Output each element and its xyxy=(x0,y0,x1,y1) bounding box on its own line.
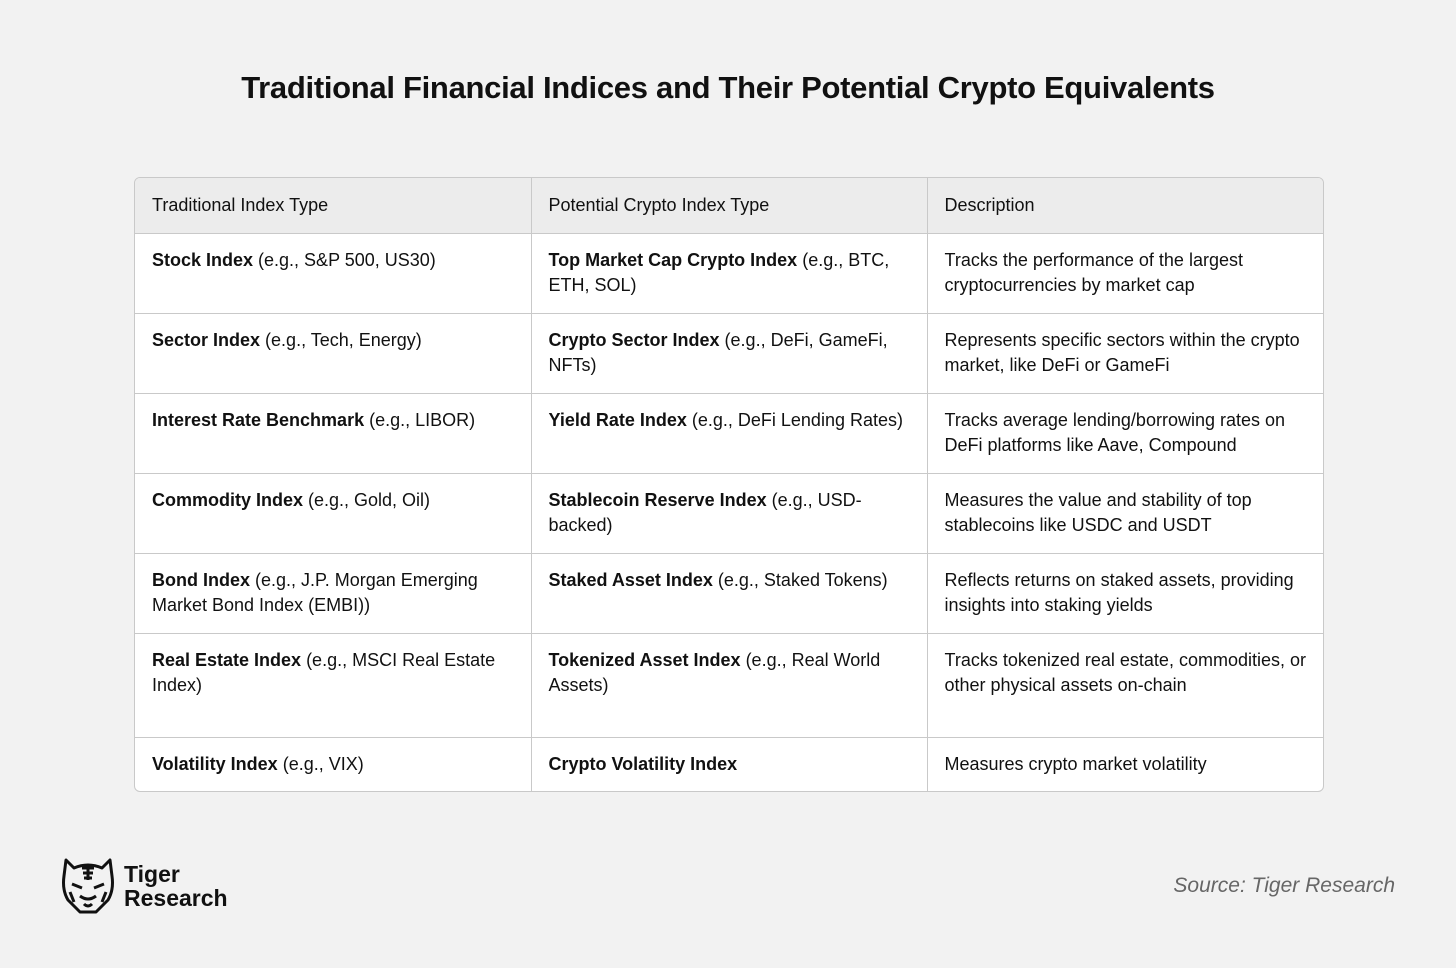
description-cell: Measures crypto market volatility xyxy=(927,738,1323,792)
index-example: (e.g., LIBOR) xyxy=(364,410,476,430)
description-text: Measures the value and stability of top … xyxy=(944,490,1257,535)
index-name: Stock Index xyxy=(152,250,254,270)
page-title: Traditional Financial Indices and Their … xyxy=(241,70,1215,105)
crypto-index-cell: Yield Rate Index (e.g., DeFi Lending Rat… xyxy=(531,393,928,474)
index-name: Top Market Cap Crypto Index xyxy=(548,250,798,270)
crypto-index-cell: Crypto Sector Index (e.g., DeFi, GameFi,… xyxy=(531,313,928,394)
index-name: Crypto Sector Index xyxy=(548,330,720,350)
index-example: (e.g., Staked Tokens) xyxy=(712,570,888,590)
logo-text-line2: Research xyxy=(124,885,228,911)
description-text: Tracks average lending/borrowing rates o… xyxy=(944,410,1291,455)
index-name: Volatility Index xyxy=(152,754,278,774)
traditional-index-cell: Real Estate Index (e.g., MSCI Real Estat… xyxy=(135,633,532,738)
description-text: Represents specific sectors within the c… xyxy=(944,330,1305,375)
traditional-index-cell: Bond Index (e.g., J.P. Morgan Emerging M… xyxy=(135,553,532,634)
description-cell: Represents specific sectors within the c… xyxy=(927,313,1323,394)
header-description: Description xyxy=(927,178,1323,234)
traditional-index-cell: Stock Index (e.g., S&P 500, US30) xyxy=(135,233,532,314)
index-example: (e.g., Real World Assets) xyxy=(548,650,885,695)
table-header-row: Traditional Index Type Potential Crypto … xyxy=(135,178,1323,234)
index-name: Interest Rate Benchmark xyxy=(152,410,365,430)
description-text: Reflects returns on staked assets, provi… xyxy=(944,570,1299,615)
index-example: (e.g., BTC, ETH, SOL) xyxy=(548,250,895,295)
crypto-index-cell: Tokenized Asset Index (e.g., Real World … xyxy=(531,633,928,738)
description-cell: Measures the value and stability of top … xyxy=(927,473,1323,554)
index-name: Yield Rate Index xyxy=(548,410,687,430)
table-row: Real Estate Index (e.g., MSCI Real Estat… xyxy=(135,633,1323,738)
index-name: Sector Index xyxy=(152,330,261,350)
description-text: Tracks tokenized real estate, commoditie… xyxy=(944,650,1311,695)
table-row: Bond Index (e.g., J.P. Morgan Emerging M… xyxy=(135,553,1323,634)
description-cell: Tracks average lending/borrowing rates o… xyxy=(927,393,1323,474)
crypto-index-cell: Staked Asset Index (e.g., Staked Tokens) xyxy=(531,553,928,634)
index-example: (e.g., MSCI Real Estate Index) xyxy=(152,650,501,695)
index-name: Stablecoin Reserve Index xyxy=(548,490,767,510)
traditional-index-cell: Interest Rate Benchmark (e.g., LIBOR) xyxy=(135,393,532,474)
header-traditional: Traditional Index Type xyxy=(135,178,532,234)
index-name: Crypto Volatility Index xyxy=(548,754,738,774)
traditional-index-cell: Sector Index (e.g., Tech, Energy) xyxy=(135,313,532,394)
description-cell: Tracks the performance of the largest cr… xyxy=(927,233,1323,314)
index-example: (e.g., Tech, Energy) xyxy=(260,330,422,350)
index-name: Bond Index xyxy=(152,570,250,590)
index-example: (e.g., VIX) xyxy=(277,754,364,774)
index-name: Commodity Index xyxy=(152,490,304,510)
crypto-index-cell: Stablecoin Reserve Index (e.g., USD-back… xyxy=(531,473,928,554)
traditional-index-cell: Commodity Index (e.g., Gold, Oil) xyxy=(135,473,532,554)
index-name: Staked Asset Index xyxy=(548,570,713,590)
header-crypto: Potential Crypto Index Type xyxy=(531,178,928,234)
index-example: (e.g., S&P 500, US30) xyxy=(253,250,436,270)
description-text: Tracks the performance of the largest cr… xyxy=(944,250,1248,295)
table-row: Interest Rate Benchmark (e.g., LIBOR) Yie… xyxy=(135,393,1323,474)
index-example: (e.g., DeFi, GameFi, NFTs) xyxy=(548,330,893,375)
index-example: (e.g., J.P. Morgan Emerging Market Bond … xyxy=(152,570,483,615)
index-example: (e.g., USD-backed) xyxy=(548,490,862,535)
index-example: (e.g., Gold, Oil) xyxy=(303,490,431,510)
index-name: Tokenized Asset Index xyxy=(548,650,741,670)
index-example: (e.g., DeFi Lending Rates) xyxy=(686,410,903,430)
description-cell: Reflects returns on staked assets, provi… xyxy=(927,553,1323,634)
table-row: Sector Index (e.g., Tech, Energy) Crypto … xyxy=(135,313,1323,394)
crypto-index-cell: Crypto Volatility Index xyxy=(531,737,928,791)
comparison-table: Traditional Index Type Potential Crypto … xyxy=(134,177,1324,792)
tiger-head-icon xyxy=(62,858,114,914)
description-cell: Tracks tokenized real estate, commoditie… xyxy=(927,633,1323,738)
table-row: Volatility Index (e.g., VIX) Crypto Volat… xyxy=(135,737,1323,792)
logo-text-line1: Tiger xyxy=(124,861,180,887)
tiger-research-logo: Tiger Research xyxy=(60,856,228,916)
index-name: Real Estate Index xyxy=(152,650,302,670)
table-row: Commodity Index (e.g., Gold, Oil) Stablec… xyxy=(135,473,1323,554)
crypto-index-cell: Top Market Cap Crypto Index (e.g., BTC, … xyxy=(531,233,928,314)
description-text: Measures crypto market volatility xyxy=(944,754,1207,774)
traditional-index-cell: Volatility Index (e.g., VIX) xyxy=(135,737,532,791)
source-note: Source: Tiger Research xyxy=(1173,874,1395,897)
table-row: Stock Index (e.g., S&P 500, US30) Top Mar… xyxy=(135,233,1323,314)
